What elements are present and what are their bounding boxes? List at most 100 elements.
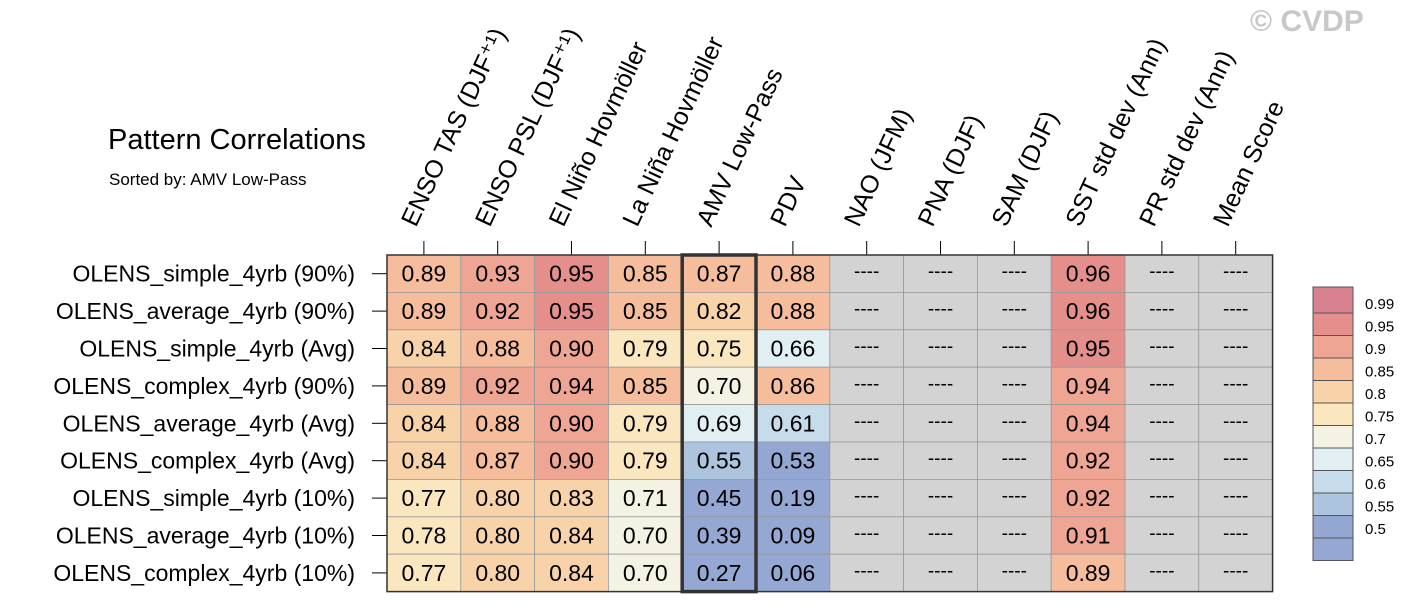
cell-value-label: 0.90: [549, 336, 594, 362]
cell-value-label: 0.89: [402, 261, 447, 287]
cell-value-label: 0.75: [697, 336, 742, 362]
colorbar-swatch: [1313, 313, 1353, 336]
row-label: OLENS_complex_4yrb (Avg): [60, 448, 355, 474]
heatmap-cell: [608, 478, 683, 518]
cell-value-label: 0.77: [402, 560, 447, 586]
cell-value-label: ----: [928, 486, 953, 507]
cell-value-label: 0.92: [475, 298, 520, 324]
cell-value-label: 0.85: [623, 373, 668, 399]
cell-value-label: 0.86: [771, 373, 816, 399]
heatmap-cell-missing: [1198, 478, 1274, 518]
cell-value-label: ----: [1002, 449, 1027, 470]
column-label: NAO (JFM): [839, 104, 918, 230]
colorbar-swatch: [1313, 538, 1353, 561]
heatmap-cell-missing: [1198, 516, 1274, 555]
cell-value-label: ----: [928, 449, 953, 470]
row-label: OLENS_average_4yrb (90%): [56, 298, 355, 324]
heatmap-cell-missing: [977, 553, 1052, 593]
cell-value-label: 0.80: [475, 560, 520, 586]
cell-value-label: 0.90: [549, 410, 594, 436]
cell-value-label: ----: [1149, 374, 1174, 395]
heatmap-cells: 0.89 0.93 0.95 0.85 0.87 0.88 ---- ---- ---- 0.96…: [386, 254, 1274, 593]
cell-value-label: ----: [854, 262, 879, 283]
colorbar-label: 0.95: [1365, 319, 1394, 336]
cell-value-label: ----: [928, 374, 953, 395]
heatmap-cell: [755, 516, 831, 555]
column-ticks: [423, 241, 1237, 255]
cell-value-label: ----: [1002, 524, 1027, 545]
heatmap-cell-missing: [903, 478, 978, 518]
row-label: OLENS_simple_4yrb (90%): [72, 261, 355, 287]
cell-value-label: 0.61: [771, 410, 816, 436]
row-label: OLENS_complex_4yrb (10%): [53, 560, 355, 586]
cell-value-label: 0.84: [549, 523, 594, 549]
cell-value-label: ----: [1002, 411, 1027, 432]
cell-value-label: 0.39: [697, 523, 742, 549]
cell-value-label: ----: [1002, 486, 1027, 507]
cell-value-label: ----: [1002, 561, 1027, 582]
row-label: OLENS_average_4yrb (10%): [56, 523, 355, 549]
heatmap-cell-missing: [829, 329, 904, 368]
cell-value-label: 0.79: [623, 448, 668, 474]
colorbar-label: 0.7: [1365, 431, 1386, 448]
heatmap-cell-missing: [1124, 329, 1200, 368]
sorted-column-highlight: [680, 253, 758, 594]
cell-value-label: ----: [1002, 374, 1027, 395]
heatmap-cell: [534, 329, 609, 368]
cell-value-label: 0.27: [697, 560, 742, 586]
heatmap-cell: [608, 291, 683, 331]
cell-value-label: 0.95: [549, 298, 594, 324]
heatmap-cell: [755, 366, 831, 406]
chart-subtitle: Sorted by: AMV Low-Pass: [109, 170, 307, 189]
row-label: OLENS_average_4yrb (Avg): [63, 410, 355, 436]
heatmap-cell-missing: [977, 366, 1052, 406]
cell-value-label: ----: [1223, 299, 1248, 320]
cell-value-label: ----: [854, 449, 879, 470]
heatmap-cell: [608, 441, 683, 480]
cell-value-label: 0.88: [475, 336, 520, 362]
heatmap-cell: [608, 366, 683, 406]
cell-value-label: ----: [1223, 374, 1248, 395]
heatmap-cell-missing: [977, 404, 1052, 443]
colorbar-swatch: [1313, 448, 1353, 471]
colorbar-label: 0.9: [1365, 341, 1386, 358]
cell-value-label: ----: [1149, 524, 1174, 545]
row-label: OLENS_simple_4yrb (Avg): [79, 336, 355, 362]
heatmap-cell: [534, 478, 609, 518]
heatmap-cell-missing: [1198, 404, 1274, 443]
heatmap-cell-missing: [903, 516, 978, 555]
cell-value-label: 0.80: [475, 523, 520, 549]
cell-value-label: ----: [1149, 262, 1174, 283]
column-labels: ENSO TAS (DJF⁺¹)ENSO PSL (DJF⁺¹)El Niño …: [396, 24, 1290, 231]
cell-value-label: 0.94: [1066, 373, 1111, 399]
cell-value-label: 0.88: [771, 261, 816, 287]
heatmap-cell-missing: [977, 441, 1052, 480]
heatmap-border: [386, 254, 1274, 593]
heatmap-cell: [755, 553, 831, 593]
heatmap-cell-missing: [977, 478, 1052, 518]
cell-value-label: 0.89: [402, 373, 447, 399]
cell-value-label: 0.92: [1066, 485, 1111, 511]
cell-value-label: 0.85: [623, 261, 668, 287]
heatmap-cell: [755, 329, 831, 368]
cell-value-label: 0.90: [549, 448, 594, 474]
cell-value-label: 0.79: [623, 410, 668, 436]
heatmap-cell: [534, 516, 609, 555]
colorbar-label: 0.85: [1365, 364, 1394, 381]
cell-value-label: 0.88: [771, 298, 816, 324]
cell-value-label: ----: [1149, 411, 1174, 432]
cell-value-label: 0.95: [549, 261, 594, 287]
heatmap-cell-missing: [977, 329, 1052, 368]
cell-value-label: 0.88: [475, 410, 520, 436]
cell-value-label: 0.94: [549, 373, 594, 399]
row-label: OLENS_simple_4yrb (10%): [72, 485, 355, 511]
cell-value-label: ----: [854, 524, 879, 545]
column-label: Mean Score: [1208, 97, 1290, 231]
cell-value-label: 0.66: [771, 336, 816, 362]
colorbar-swatch: [1313, 403, 1353, 426]
heatmap-frame: [386, 253, 1274, 594]
cell-value-label: 0.78: [402, 523, 447, 549]
heatmap-cell-missing: [1124, 254, 1200, 293]
colorbar-swatch: [1313, 287, 1353, 313]
